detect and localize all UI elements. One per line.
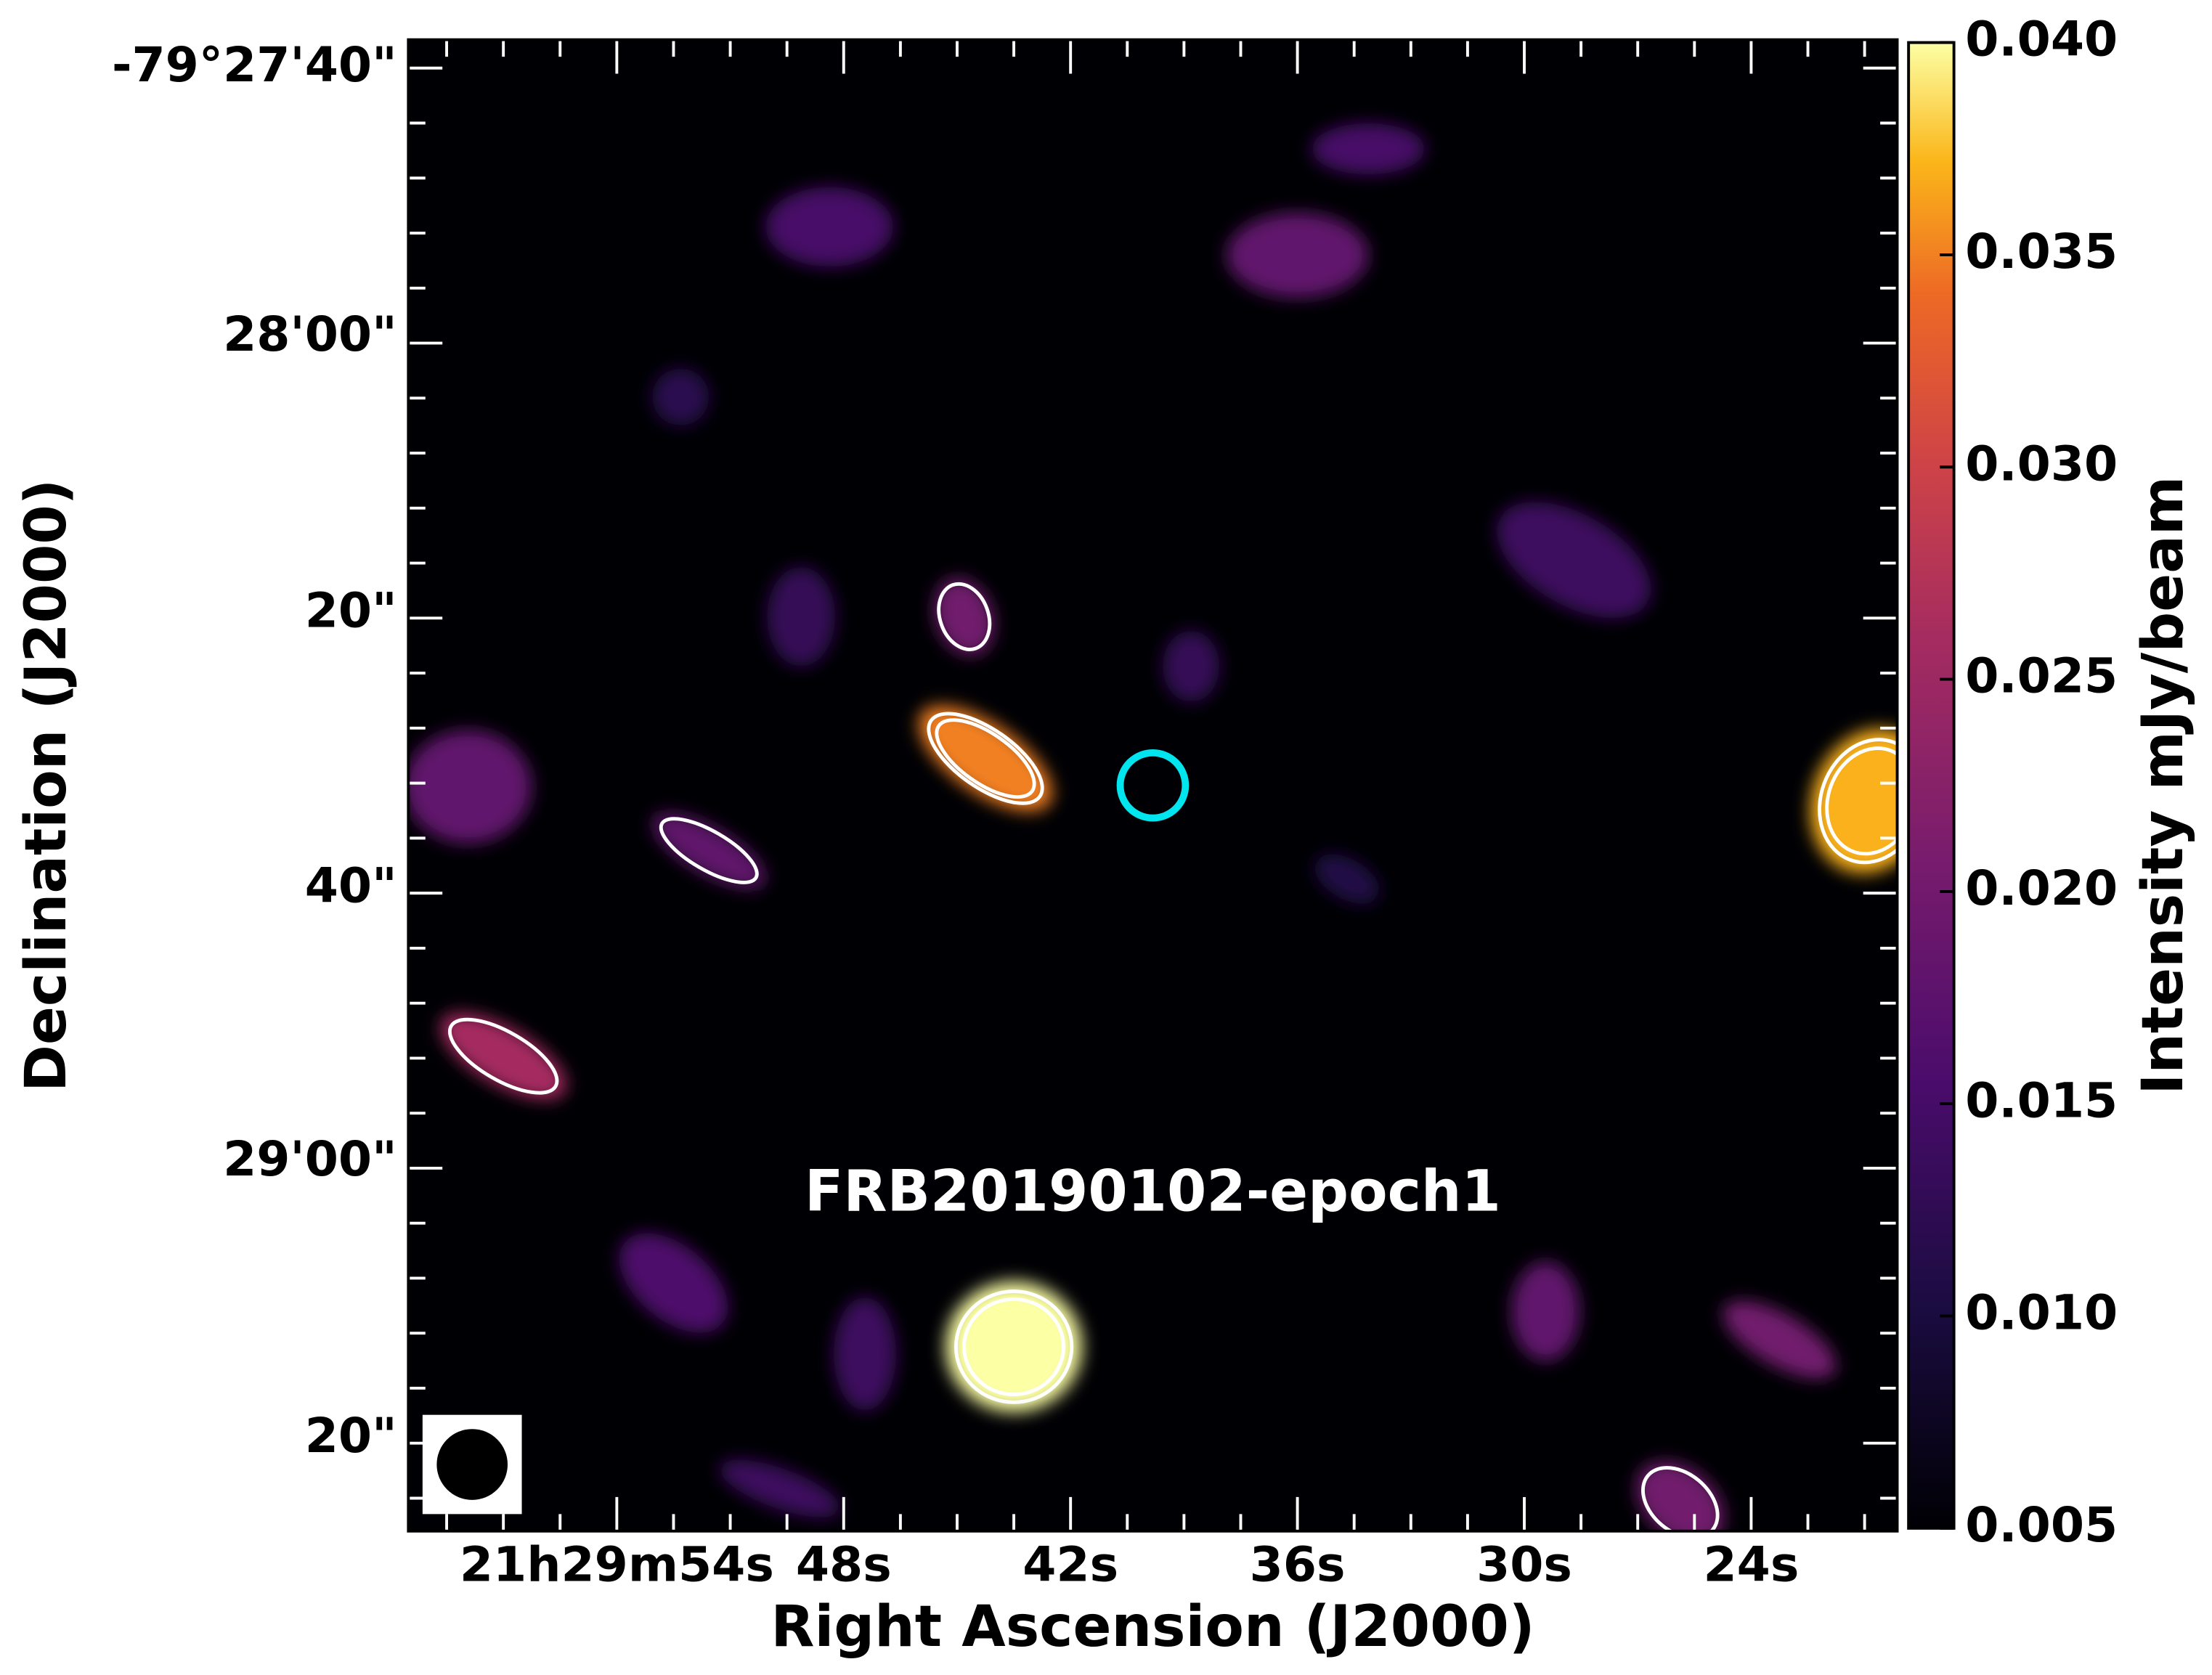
beam [436,1429,508,1500]
colorbar-tick-label: 0.015 [1965,1072,2118,1128]
contour [1818,738,1898,865]
ticks [408,39,1898,1531]
contour [447,1017,559,1095]
plot-frame [407,38,1899,1533]
source [765,187,894,267]
image-background [408,39,1898,1531]
contour [953,1289,1074,1404]
source [1723,1300,1837,1379]
source [619,1233,728,1333]
x-tick-label: 42s [1022,1536,1118,1593]
y-tick-label: -79°27'40" [112,36,397,93]
y-tick-label: 29'00" [223,1130,397,1187]
contour [962,1297,1065,1396]
frb-position [1116,749,1190,822]
source [1314,854,1380,904]
y-tick-label: 20" [305,582,397,639]
colorbar-tick-label: 0.035 [1965,223,2118,280]
contour [927,712,1044,805]
colorbar-label: Intensity mJy/beam [2131,476,2196,1095]
source [408,730,532,844]
x-tick-label: 24s [1703,1536,1799,1593]
contour [1825,746,1898,856]
y-tick-label: 20" [305,1407,397,1464]
source [946,1281,1082,1412]
source [652,368,709,425]
x-tick-label: 21h29m54s [460,1536,774,1593]
source [652,812,765,889]
colorbar-tick-label: 0.040 [1965,11,2118,68]
source [1312,123,1426,175]
colorbar-tick-label: 0.030 [1965,435,2118,492]
source [1511,1261,1580,1361]
x-axis-label: Right Ascension (J2000) [770,1594,1534,1660]
y-axis-label: Declination (J2000) [14,479,79,1092]
x-tick-label: 48s [796,1536,892,1593]
image [408,123,1898,1531]
source [767,567,836,667]
contour [659,817,759,884]
y-tick-label: 40" [305,857,397,913]
y-tick-label: 28'00" [223,306,397,362]
colorbar-tick-label: 0.010 [1965,1284,2118,1341]
source [719,1459,841,1517]
colorbar [1907,41,1956,1530]
contour [937,582,992,651]
source [1497,502,1651,619]
source [919,706,1053,812]
source [440,1013,566,1100]
x-tick-label: 36s [1250,1536,1346,1593]
annotation: FRB20190102-epoch1 [805,1160,1501,1225]
colorbar-tick-label: 0.005 [1965,1496,2118,1553]
source [834,1297,897,1411]
x-tick-label: 30s [1476,1536,1572,1593]
contour [935,718,1036,799]
source [1163,630,1220,702]
source [1226,212,1369,298]
source [1810,728,1898,873]
colorbar-tick-label: 0.025 [1965,648,2118,704]
colorbar-tick-label: 0.020 [1965,860,2118,916]
